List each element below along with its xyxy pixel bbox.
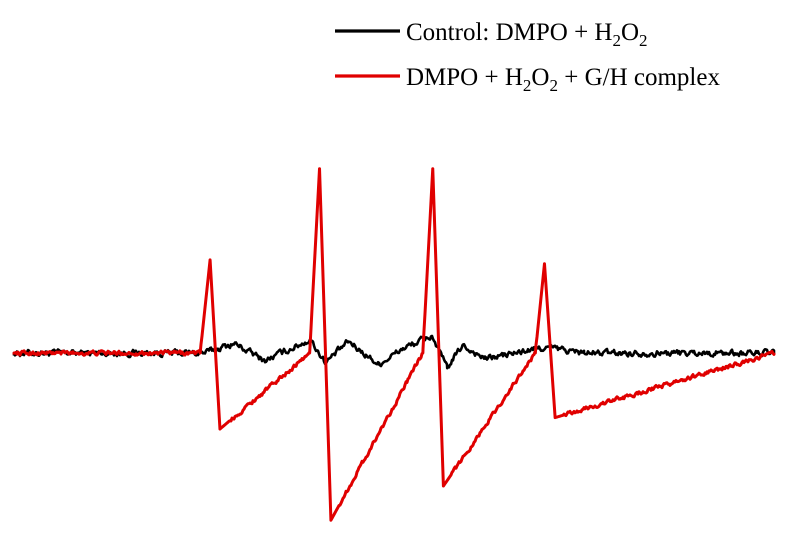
legend-label-complex-mid: O [531, 64, 549, 91]
plot-area [12, 167, 776, 522]
legend-label-control-sub1: 2 [612, 31, 621, 50]
legend: Control: DMPO + H2O2 DMPO + H2O2 + G/H c… [335, 19, 720, 95]
legend-label-complex-sub1: 2 [523, 76, 532, 95]
legend-label-control-mid: O [621, 19, 639, 46]
legend-label-control-prefix: Control: DMPO + H [406, 19, 612, 46]
legend-entry-control: Control: DMPO + H2O2 [335, 19, 648, 50]
legend-label-control-sub2: 2 [639, 31, 648, 50]
legend-label-control: Control: DMPO + H2O2 [406, 19, 648, 50]
legend-label-complex: DMPO + H2O2 + G/H complex [406, 64, 720, 95]
legend-label-complex-prefix: DMPO + H [406, 64, 523, 91]
legend-entry-complex: DMPO + H2O2 + G/H complex [335, 64, 720, 95]
series-line-complex [12, 167, 776, 522]
legend-label-complex-suffix: + G/H complex [558, 64, 720, 91]
legend-label-complex-sub2: 2 [549, 76, 558, 95]
